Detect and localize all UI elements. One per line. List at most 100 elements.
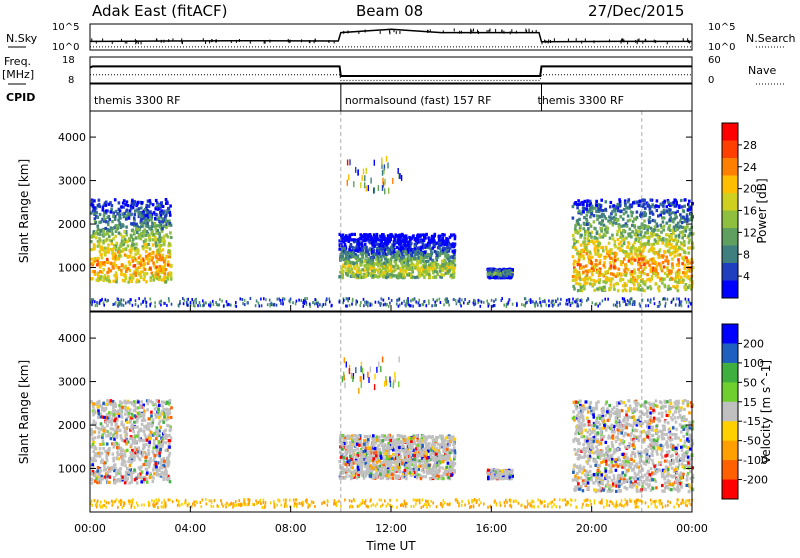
noise-cell xyxy=(236,305,238,308)
range-cell xyxy=(610,264,613,267)
range-cell xyxy=(664,285,667,288)
noise-cell xyxy=(213,303,215,306)
range-cell xyxy=(683,259,686,262)
noise-cell xyxy=(171,303,173,306)
range-cell xyxy=(400,269,403,272)
range-cell xyxy=(130,274,133,277)
range-cell xyxy=(136,202,139,205)
range-cell xyxy=(663,212,666,215)
noise-cell xyxy=(410,299,412,302)
range-cell xyxy=(169,214,172,217)
range-cell xyxy=(625,254,628,257)
range-cell xyxy=(97,436,100,439)
noise-cell xyxy=(166,304,168,307)
range-cell xyxy=(654,268,657,271)
sparse-cell xyxy=(383,168,384,174)
range-cell xyxy=(660,277,663,280)
noise-cell xyxy=(164,302,166,305)
noise-cell xyxy=(274,303,276,306)
range-cell xyxy=(687,275,690,278)
range-cell xyxy=(139,450,142,453)
noise-cell xyxy=(587,297,589,300)
range-cell xyxy=(670,234,673,237)
range-cell xyxy=(644,224,647,227)
range-cell xyxy=(596,204,599,207)
noise-cell xyxy=(537,302,539,305)
range-cell xyxy=(663,216,666,219)
range-cell xyxy=(433,263,436,266)
noise-cell xyxy=(648,304,650,307)
range-cell xyxy=(590,262,593,265)
range-cell xyxy=(155,244,158,247)
noise-cell xyxy=(508,298,510,301)
range-cell xyxy=(98,431,101,434)
range-cell xyxy=(622,235,625,238)
range-cell xyxy=(161,466,164,469)
range-cell xyxy=(682,216,685,219)
range-cell xyxy=(136,481,139,484)
range-cell xyxy=(107,471,110,474)
range-cell xyxy=(145,453,148,456)
range-cell xyxy=(137,412,140,415)
range-cell xyxy=(414,276,417,279)
noise-cell xyxy=(325,303,327,306)
range-cell xyxy=(95,426,98,429)
range-cell xyxy=(362,276,365,279)
range-cell xyxy=(163,401,166,404)
range-cell xyxy=(640,230,643,233)
noise-cell xyxy=(398,298,400,301)
range-cell xyxy=(572,234,575,237)
range-cell xyxy=(616,258,619,261)
range-cell xyxy=(437,246,440,249)
range-cell xyxy=(657,236,660,239)
range-cell xyxy=(358,245,361,248)
range-cell xyxy=(116,469,119,472)
noise-cell xyxy=(244,303,246,306)
range-cell xyxy=(155,241,158,244)
sparse-cell xyxy=(355,167,356,173)
range-cell xyxy=(490,268,493,271)
range-cell xyxy=(120,205,123,208)
range-cell xyxy=(366,267,369,270)
noise-cell xyxy=(383,299,385,302)
noise-cell xyxy=(179,300,181,303)
range-cell xyxy=(348,257,351,260)
range-cell xyxy=(432,259,435,262)
range-cell xyxy=(383,242,386,245)
range-cell xyxy=(686,215,689,218)
range-cell xyxy=(609,237,612,240)
range-cell xyxy=(613,266,616,269)
range-cell xyxy=(137,400,140,403)
range-cell xyxy=(356,275,359,278)
range-cell xyxy=(345,253,348,256)
range-cell xyxy=(580,234,583,237)
range-cell xyxy=(155,213,158,216)
noise-cell xyxy=(125,302,127,305)
noise-cell xyxy=(623,300,625,303)
range-cell xyxy=(93,270,96,273)
noise-cell xyxy=(242,298,244,301)
range-cell xyxy=(438,235,441,238)
range-cell xyxy=(619,279,622,282)
noise-cell xyxy=(619,301,621,304)
range-cell xyxy=(143,212,146,215)
noise-cell xyxy=(548,304,550,307)
range-cell xyxy=(365,254,368,257)
range-cell xyxy=(152,446,155,449)
range-cell xyxy=(627,280,630,283)
range-cell xyxy=(131,477,134,480)
range-cell xyxy=(99,250,102,253)
noise-cell xyxy=(551,301,553,304)
range-cell xyxy=(166,277,169,280)
range-cell xyxy=(152,279,155,282)
range-cell xyxy=(655,265,658,268)
range-cell xyxy=(169,399,172,402)
noise-cell xyxy=(391,299,393,302)
range-cell xyxy=(589,223,592,226)
range-cell xyxy=(138,207,141,210)
sparse-cell xyxy=(366,168,367,174)
range-cell xyxy=(605,278,608,281)
range-cell xyxy=(90,258,93,261)
nsky-series-layer xyxy=(90,28,692,47)
range-cell xyxy=(670,243,673,246)
